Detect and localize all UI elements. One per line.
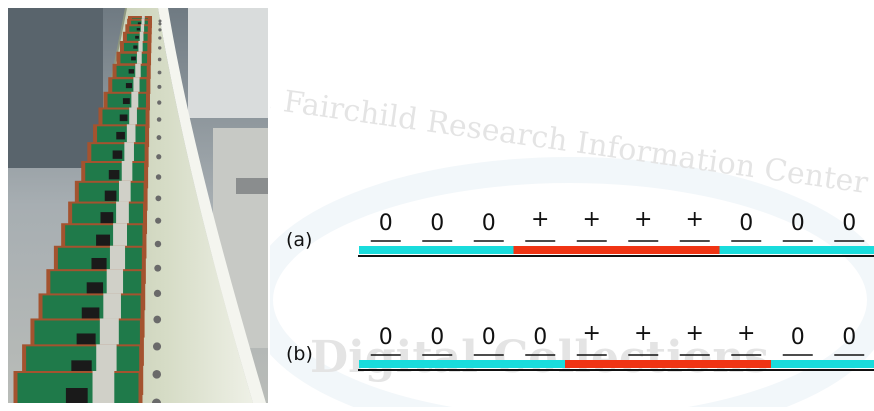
bolt	[158, 22, 161, 25]
segment-diagram: S. Fairchild Research Information Center…	[270, 0, 874, 407]
segment-red	[565, 360, 619, 368]
chip	[131, 57, 136, 61]
chip	[113, 150, 123, 158]
plus-symbol: +	[634, 207, 652, 232]
segment-cyan	[359, 360, 413, 368]
segment-cyan	[771, 360, 825, 368]
plus-symbol: +	[686, 207, 704, 232]
bolt	[158, 28, 161, 31]
plus-symbol: +	[583, 321, 601, 346]
segments-a	[359, 246, 874, 254]
chip	[133, 45, 137, 48]
chip	[109, 170, 120, 179]
segment-cyan	[462, 246, 516, 254]
segment-cyan	[411, 360, 465, 368]
segment-cyan	[720, 246, 774, 254]
bolt	[155, 241, 162, 248]
watermark: S. Fairchild Research Information Center…	[270, 79, 874, 407]
chip	[96, 235, 110, 248]
zero-symbol: 0	[791, 211, 805, 236]
plus-symbol: +	[737, 321, 755, 346]
segment-cyan	[411, 246, 465, 254]
prototype-photo-art	[8, 8, 268, 403]
chip	[123, 98, 130, 104]
segment-red	[668, 246, 722, 254]
row-label-a: (a)	[286, 229, 312, 251]
bolt	[157, 135, 162, 140]
bolt	[156, 174, 161, 179]
plus-symbol: +	[531, 207, 549, 232]
zero-symbol: 0	[533, 325, 547, 350]
bolt	[157, 117, 162, 122]
plus-symbol: +	[583, 207, 601, 232]
plus-symbol: +	[634, 321, 652, 346]
mounting-clamp	[93, 371, 115, 403]
segment-cyan	[771, 246, 825, 254]
zero-symbol: 0	[739, 211, 753, 236]
bolt	[155, 195, 161, 201]
segment-cyan	[514, 360, 568, 368]
row-label-b: (b)	[286, 343, 313, 365]
bolt	[154, 265, 161, 272]
prototype-photo	[8, 8, 268, 403]
segment-diagram-svg: S. Fairchild Research Information Center…	[270, 0, 874, 407]
chip	[120, 114, 128, 121]
bolt	[158, 58, 162, 62]
segment-red	[668, 360, 722, 368]
segment-red	[720, 360, 774, 368]
segment-red	[565, 246, 619, 254]
segment-red	[617, 246, 671, 254]
zero-symbol: 0	[379, 211, 393, 236]
bolt	[153, 342, 161, 350]
bolt	[155, 218, 161, 224]
chip	[138, 22, 141, 24]
segment-cyan	[823, 360, 874, 368]
chip	[101, 212, 114, 223]
bolt	[152, 370, 161, 379]
zero-symbol: 0	[842, 211, 856, 236]
segment-red	[617, 360, 671, 368]
bolt	[158, 36, 161, 39]
zero-symbol: 0	[430, 211, 444, 236]
chip	[105, 191, 117, 201]
segment-cyan	[823, 246, 874, 254]
bolt	[157, 85, 161, 89]
chip	[126, 83, 132, 88]
chip	[135, 36, 139, 39]
symbols-a: 0 0 0 + + + +0 0 0	[371, 207, 865, 241]
chip	[137, 28, 140, 30]
bolt	[158, 71, 162, 75]
zero-symbol: 0	[482, 211, 496, 236]
zero-symbol: 0	[842, 325, 856, 350]
zero-symbol: 0	[482, 325, 496, 350]
chip	[129, 69, 134, 73]
segment-cyan	[359, 246, 413, 254]
bolt	[154, 290, 161, 297]
chip	[66, 388, 88, 403]
zero-symbol: 0	[791, 325, 805, 350]
bolt	[157, 100, 161, 104]
segment-cyan	[462, 360, 516, 368]
chip	[116, 132, 125, 139]
zero-symbol: 0	[379, 325, 393, 350]
segments-b	[359, 360, 874, 368]
bolt	[153, 316, 161, 324]
plus-symbol: +	[686, 321, 704, 346]
zero-symbol: 0	[430, 325, 444, 350]
segment-red	[514, 246, 568, 254]
bolt	[158, 46, 161, 49]
bolt	[156, 154, 161, 159]
bolt	[159, 20, 162, 23]
